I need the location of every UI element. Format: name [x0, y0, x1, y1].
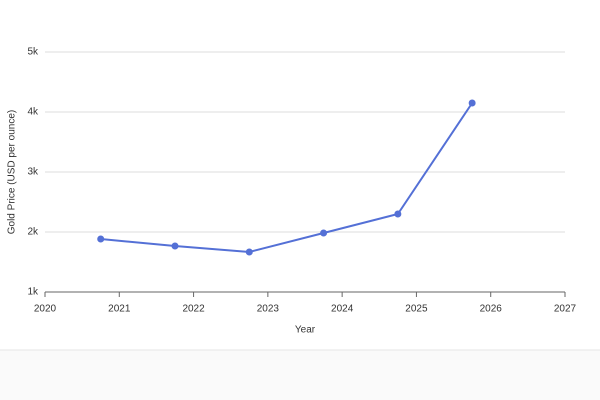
x-axis-label: Year: [295, 325, 316, 336]
data-point: [245, 248, 253, 256]
y-tick-label: 2k: [27, 227, 39, 238]
x-tick-label: 2021: [108, 304, 131, 315]
footer-strip: [0, 350, 600, 400]
x-tick-label: 2024: [331, 304, 354, 315]
y-tick-label: 5k: [27, 47, 39, 58]
x-tick-label: 2022: [182, 304, 205, 315]
y-tick-label: 1k: [27, 287, 39, 298]
data-point: [97, 235, 105, 243]
x-tick-label: 2026: [480, 304, 503, 315]
data-point: [171, 242, 179, 250]
series-line: [100, 102, 473, 253]
y-tick-label: 3k: [27, 167, 39, 178]
x-tick-label: 2025: [405, 304, 428, 315]
x-tick-label: 2023: [257, 304, 280, 315]
y-tick-label: 4k: [27, 107, 39, 118]
x-tick-label: 2027: [554, 304, 577, 315]
data-point: [468, 99, 476, 107]
y-axis-label: Gold Price (USD per ounce): [7, 110, 18, 235]
data-point: [320, 229, 328, 237]
x-tick-label: 2020: [34, 304, 57, 315]
data-point: [394, 210, 402, 218]
